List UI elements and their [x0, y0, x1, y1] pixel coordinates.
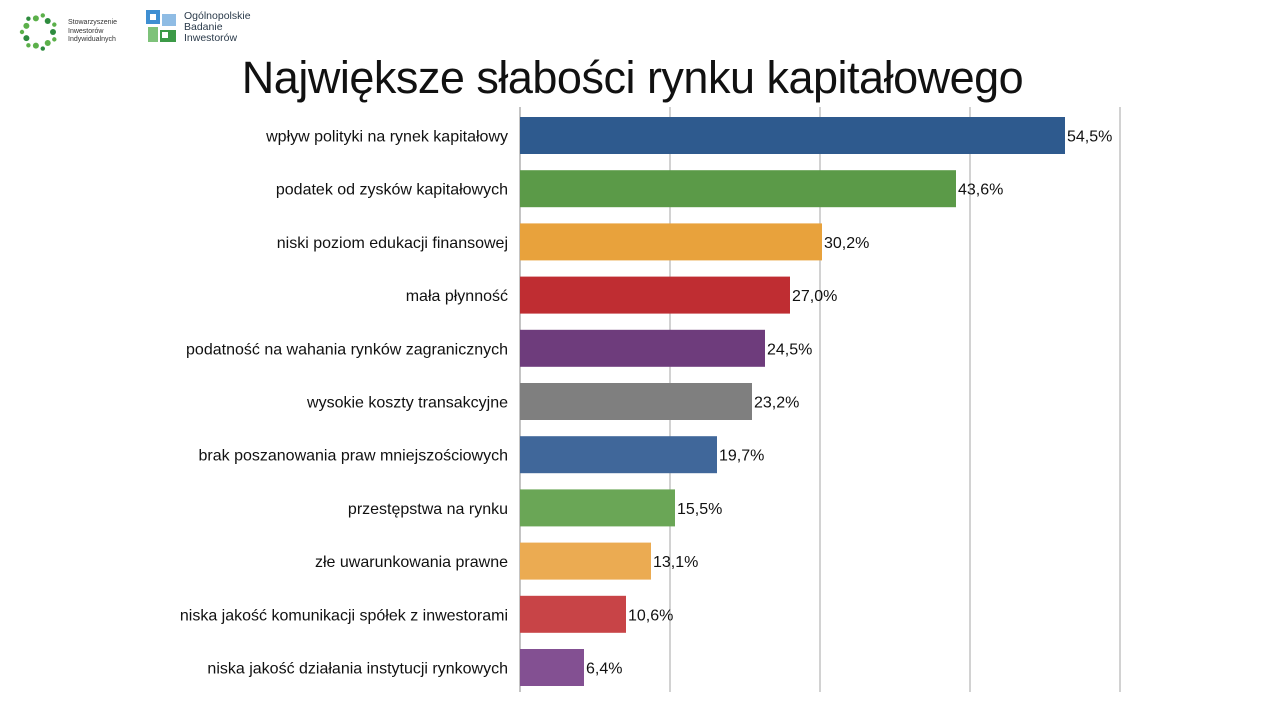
bar: [520, 542, 651, 580]
bar: [520, 276, 790, 314]
obi-logo-line: Inwestorów: [184, 31, 238, 44]
category-label: złe uwarunkowania prawne: [315, 554, 508, 571]
value-label: 10,6%: [628, 607, 673, 624]
obi-logo-text: Ogólnopolskie Badanie Inwestorów: [184, 9, 251, 44]
bar: [520, 170, 956, 208]
sii-logo-text: Stowarzyszenie Inwestorów Indywidualnych: [68, 19, 117, 45]
obi-logo-line: Ogólnopolskie: [184, 9, 251, 22]
value-label: 30,2%: [824, 235, 869, 252]
bar: [520, 489, 675, 527]
value-label: 23,2%: [754, 395, 799, 412]
category-label: wpływ polityki na rynek kapitałowy: [265, 129, 508, 146]
sii-logo-line: Indywidualnych: [68, 36, 116, 44]
value-label: 24,5%: [767, 341, 812, 358]
value-label: 19,7%: [719, 448, 764, 465]
category-label: brak poszanowania praw mniejszościowych: [199, 448, 508, 465]
value-label: 43,6%: [958, 182, 1003, 199]
obi-logo-icon: [146, 10, 176, 42]
bar: [520, 649, 584, 686]
bar: [520, 383, 752, 420]
category-label: podatek od zysków kapitałowych: [276, 182, 508, 199]
obi-logo: Ogólnopolskie Badanie Inwestorów: [146, 10, 251, 44]
category-label: wysokie koszty transakcyjne: [306, 395, 508, 412]
bar: [520, 436, 717, 474]
category-label: niski poziom edukacji finansowej: [277, 235, 508, 252]
value-label: 27,0%: [792, 288, 837, 305]
chart-title: Największe słabości rynku kapitałowego: [241, 52, 1024, 103]
value-label: 15,5%: [677, 501, 722, 518]
bar: [520, 117, 1065, 154]
bar: [520, 223, 822, 261]
category-label: niska jakość komunikacji spółek z inwest…: [180, 607, 508, 624]
category-label: podatność na wahania rynków zagranicznyc…: [186, 341, 508, 358]
value-label: 13,1%: [653, 554, 698, 571]
category-label: przestępstwa na rynku: [348, 501, 508, 518]
bar: [520, 329, 765, 367]
bar: [520, 595, 626, 633]
category-label: niska jakość działania instytucji rynkow…: [207, 661, 508, 678]
category-label: mała płynność: [406, 288, 508, 305]
obi-logo-line: Badanie: [184, 20, 223, 33]
sii-logo: Stowarzyszenie Inwestorów Indywidualnych: [18, 10, 117, 54]
sii-logo-line: Inwestorów: [68, 27, 104, 35]
sii-logo-icon: [19, 13, 57, 51]
value-label: 54,5%: [1067, 129, 1112, 146]
sii-logo-line: Stowarzyszenie: [68, 19, 118, 27]
value-label: 6,4%: [586, 661, 622, 678]
